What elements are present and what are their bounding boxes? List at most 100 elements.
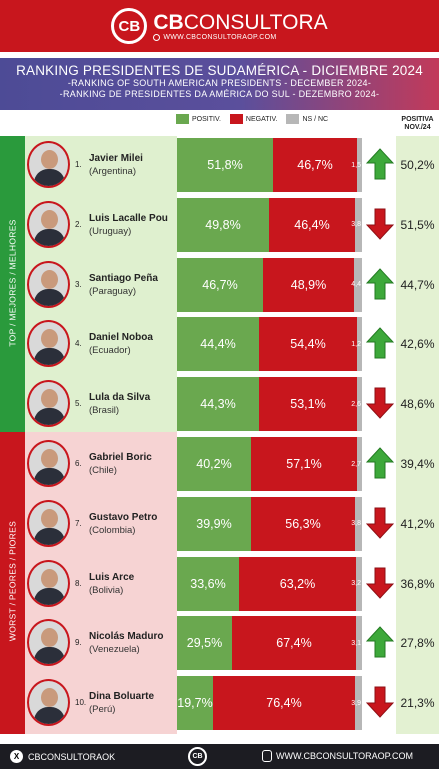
bar-ns: 3,8 [351, 496, 362, 551]
president-portrait [27, 559, 70, 607]
trend-down-arrow-icon [366, 387, 394, 419]
subtitle-english: -RANKING OF SOUTH AMERICAN PRESIDENTS - … [67, 78, 372, 88]
president-name: Luis Lacalle Pou [89, 212, 168, 224]
stacked-bar: 39,9% 56,3% 3,8 [177, 496, 362, 551]
trend-down-arrow-icon [366, 208, 394, 240]
stacked-bar: 51,8% 46,7% 1,5 [177, 138, 362, 192]
president-name: Daniel Noboa [89, 332, 153, 344]
globe-icon [153, 33, 161, 41]
trend-down-arrow-icon [366, 686, 394, 718]
legend-positive: POSITIV. [176, 114, 221, 124]
president-row: 10. Dina Boluarte (Perú) 19,7% 76,4% 3,9 21,3% [0, 674, 439, 734]
footer-x-handle: CBCONSULTORAOK [28, 751, 116, 762]
bar-negative: 56,3% [251, 496, 355, 551]
trend-up-arrow-icon [366, 267, 394, 300]
trend-up-arrow-icon [366, 626, 394, 658]
rank-number: 10. [75, 698, 87, 708]
arrow-shape [366, 208, 394, 240]
rank-number: 4. [75, 339, 82, 349]
bar-ns: 2,7 [351, 437, 362, 491]
bar-ns-label: 3,2 [351, 580, 361, 588]
bar-positive: 40,2% [177, 437, 251, 491]
rank-number: 2. [75, 219, 82, 229]
arrow-shape [366, 686, 394, 718]
trend-up-arrow-icon [366, 327, 394, 359]
president-name: Santiago Peña [89, 272, 158, 284]
bar-ns-label: 3,8 [351, 221, 361, 229]
president-name: Dina Boluarte [89, 691, 155, 703]
footer-site-text: WWW.CBCONSULTORAOP.COM [276, 751, 414, 761]
president-country: (Ecuador) [89, 345, 131, 357]
rank-number: 8. [75, 578, 82, 588]
president-row: 4. Daniel Noboa (Ecuador) 44,4% 54,4% 1,2 42,6… [0, 315, 439, 375]
pointer-hand-icon [262, 750, 272, 762]
president-country: (Colombia) [89, 524, 136, 536]
bar-negative: 46,7% [273, 138, 357, 192]
president-country: (Perú) [89, 704, 116, 716]
president-portrait [27, 619, 70, 667]
nov-positive-value: 50,2% [400, 158, 435, 172]
president-portrait [27, 260, 70, 308]
nov-positive-value: 48,6% [400, 397, 435, 412]
top-group-band: TOP / MEJORES / MELHORES [0, 136, 25, 432]
cb-logo-icon: CB [111, 8, 148, 44]
arrow-shape [366, 626, 394, 658]
nov-positive-value: 42,6% [400, 337, 435, 352]
bar-positive: 44,3% [177, 377, 259, 432]
legend-ns-swatch [286, 114, 300, 124]
rank-number: 7. [75, 518, 82, 528]
president-portrait [27, 679, 70, 727]
chart-title: RANKING PRESIDENTES DE SUDAMÉRICA - DICI… [16, 63, 423, 78]
president-country: (Paraguay) [89, 285, 136, 297]
bar-positive: 29,5% [177, 616, 232, 671]
rank-number: 1. [75, 160, 82, 169]
brand-rest: CONSULTORA [183, 10, 328, 34]
president-portrait [27, 380, 70, 428]
bar-ns: 2,6 [351, 377, 362, 432]
arrow-shape [366, 567, 394, 599]
title-band: RANKING PRESIDENTES DE SUDAMÉRICA - DICI… [0, 58, 439, 110]
footer-x-account[interactable]: X CBCONSULTORAOK [10, 750, 115, 763]
arrow-shape [366, 267, 394, 300]
bar-positive: 49,8% [177, 197, 269, 252]
bar-positive: 51,8% [177, 138, 273, 192]
arrow-shape [366, 148, 394, 180]
president-row: 3. Santiago Peña (Paraguay) 46,7% 48,9% 4,4 44… [0, 256, 439, 316]
president-row: 1. Javier Milei (Argentina) 51,8% 46,7% 1,5 50… [0, 136, 439, 196]
bar-ns-label: 2,6 [351, 400, 361, 408]
bar-ns-label: 3,1 [351, 639, 361, 647]
president-name: Lula da Silva [89, 392, 151, 404]
bar-positive: 44,4% [177, 317, 259, 372]
stacked-bar: 33,6% 63,2% 3,2 [177, 556, 362, 611]
bar-ns-label: 2,7 [351, 460, 361, 468]
president-portrait [27, 440, 70, 487]
president-row: 8. Luis Arce (Bolivia) 33,6% 63,2% 3,2 36,8% [0, 555, 439, 615]
bar-ns-label: 1,5 [351, 161, 361, 169]
stacked-bar: 49,8% 46,4% 3,8 [177, 197, 362, 252]
header-site[interactable]: WWW.CBCONSULTORAOP.COM [153, 33, 327, 41]
president-name: Nicolás Maduro [89, 631, 164, 643]
trend-down-arrow-icon [366, 567, 394, 599]
president-portrait [27, 141, 70, 188]
stacked-bar: 44,3% 53,1% 2,6 [177, 377, 362, 432]
header: CB CBCONSULTORA WWW.CBCONSULTORAOP.COM [0, 0, 439, 52]
stacked-bar: 40,2% 57,1% 2,7 [177, 437, 362, 491]
stacked-bar: 46,7% 48,9% 4,4 [177, 257, 362, 312]
president-portrait [27, 499, 70, 547]
legend-negative-label: NEGATIV. [245, 115, 278, 123]
arrow-shape [366, 507, 394, 539]
president-country: (Uruguay) [89, 225, 132, 237]
footer-site-link[interactable]: WWW.CBCONSULTORAOP.COM [262, 750, 413, 762]
president-row: 6. Gabriel Boric (Chile) 40,2% 57,1% 2,7 39,4% [0, 435, 439, 495]
bar-negative: 63,2% [239, 556, 356, 611]
bar-negative: 76,4% [213, 676, 355, 731]
president-portrait [27, 200, 70, 248]
bar-ns: 4,4 [351, 257, 362, 312]
president-country: (Argentina) [89, 166, 136, 177]
nov-header-line1: POSITIVA [401, 116, 434, 123]
legend-positive-label: POSITIV. [192, 115, 221, 123]
worst-group-band: WORST / PEORES / PIORES [0, 432, 25, 734]
stacked-bar: 44,4% 54,4% 1,2 [177, 317, 362, 372]
trend-down-arrow-icon [366, 507, 394, 539]
president-name: Gabriel Boric [89, 452, 152, 463]
